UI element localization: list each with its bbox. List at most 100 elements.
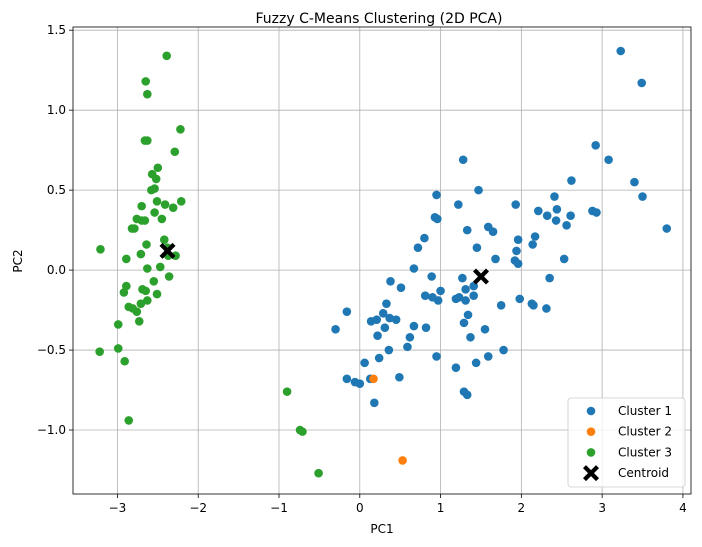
data-point	[451, 294, 461, 304]
data-point	[374, 353, 384, 363]
data-point	[130, 224, 139, 233]
data-point	[122, 254, 131, 264]
data-point	[150, 184, 159, 193]
data-point	[342, 307, 352, 316]
y-axis: −1.0 −0.5 0.0 0.5 1.0 1.5	[37, 23, 73, 437]
data-point	[534, 206, 543, 216]
data-point	[143, 89, 152, 99]
data-point	[143, 264, 152, 273]
data-point	[143, 136, 152, 145]
data-point	[474, 185, 483, 195]
data-point	[496, 300, 506, 310]
y-tick-label: 1.5	[47, 23, 66, 37]
data-point	[370, 398, 379, 408]
data-point	[463, 310, 473, 320]
data-point	[136, 299, 146, 308]
x-tick-label: 2	[518, 501, 526, 515]
data-point	[545, 273, 554, 283]
data-point	[95, 347, 104, 356]
data-point	[491, 254, 500, 264]
data-point	[113, 344, 123, 353]
plot-frame	[72, 26, 692, 495]
x-tick-label: 1	[437, 501, 445, 515]
data-point	[413, 243, 423, 253]
centroid-marker	[159, 242, 176, 259]
data-point	[143, 296, 152, 305]
data-point	[528, 240, 537, 249]
data-point	[134, 316, 144, 326]
data-point	[461, 296, 470, 305]
data-point	[405, 332, 415, 342]
data-point	[409, 264, 419, 273]
y-tick-label: 0.5	[47, 183, 66, 197]
data-point	[96, 245, 105, 254]
x-tick-label: −1	[270, 501, 288, 515]
data-point	[176, 197, 186, 206]
data-point	[160, 200, 170, 209]
data-point	[527, 299, 537, 308]
data-point	[132, 307, 142, 316]
data-point	[159, 235, 169, 245]
data-point	[513, 259, 523, 268]
x-tick-label: 0	[356, 501, 364, 515]
y-tick-label: 0.0	[47, 263, 66, 277]
data-point	[137, 201, 146, 211]
data-point	[136, 249, 146, 259]
y-tick-label: 1.0	[47, 103, 66, 117]
data-point	[662, 224, 672, 233]
x-axis-label: PC1	[370, 522, 393, 536]
data-point	[551, 216, 561, 225]
x-tick-label: −2	[189, 501, 207, 515]
data-point	[396, 283, 406, 292]
data-point	[638, 192, 647, 201]
x-axis: −3 −2 −1 0 1 2 3 4	[109, 494, 687, 515]
data-point	[454, 200, 463, 209]
data-point	[566, 211, 575, 221]
data-point	[155, 262, 165, 272]
data-point	[386, 276, 395, 286]
series-2	[369, 374, 407, 465]
data-point	[403, 342, 412, 352]
data-point	[162, 51, 172, 61]
data-point	[350, 377, 360, 387]
data-point	[152, 289, 162, 299]
centroid-marker	[473, 268, 489, 285]
data-point	[391, 315, 401, 324]
data-point	[151, 174, 161, 184]
data-point	[432, 352, 441, 361]
data-point	[373, 331, 382, 340]
data-point	[427, 272, 436, 281]
data-point	[567, 176, 576, 185]
data-point	[483, 352, 493, 361]
y-tick-label: −1.0	[37, 423, 66, 437]
data-point	[380, 323, 390, 332]
data-point	[488, 227, 498, 237]
data-point	[420, 291, 430, 300]
series-3	[95, 51, 323, 478]
data-point	[420, 233, 429, 243]
data-point	[140, 216, 150, 225]
data-point	[513, 235, 523, 245]
data-point	[471, 358, 481, 368]
data-point	[113, 320, 123, 329]
data-point	[149, 276, 159, 286]
data-point	[542, 211, 552, 221]
data-point	[433, 214, 442, 224]
data-point	[378, 308, 388, 318]
y-axis-label: PC2	[11, 249, 25, 272]
legend-label: Cluster 1	[618, 404, 672, 418]
data-point	[141, 77, 151, 86]
data-point	[119, 288, 129, 297]
plot-area: −3 −2 −1 0 1 2 3 4 −1.0 −0.5 0.0 0.5 1.0 1.5	[37, 23, 692, 515]
data-point	[604, 155, 613, 165]
legend-marker	[586, 427, 596, 437]
y-tick-label: −0.5	[37, 343, 66, 357]
x-tick-label: 4	[679, 501, 687, 515]
data-point	[124, 416, 134, 425]
data-point	[384, 345, 394, 355]
chart-title: Fuzzy C-Means Clustering (2D PCA)	[256, 11, 503, 27]
x-tick-label: 3	[598, 501, 606, 515]
data-point	[559, 254, 569, 264]
data-point	[120, 356, 130, 366]
legend-marker	[583, 465, 599, 482]
